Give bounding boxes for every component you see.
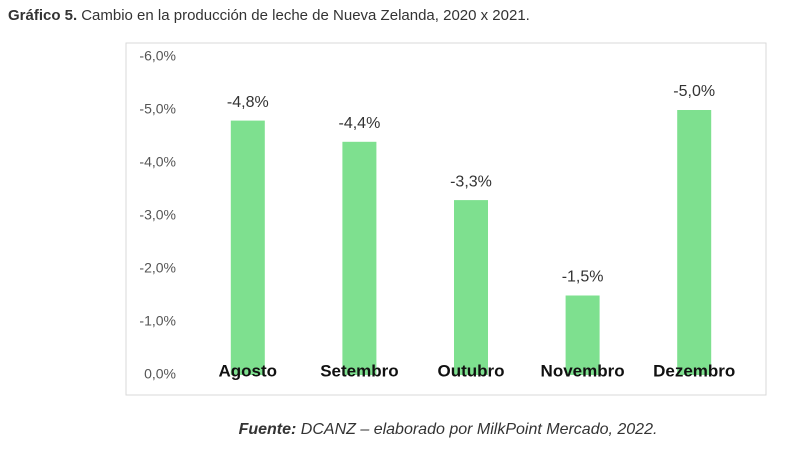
value-label: -4,4% bbox=[339, 115, 381, 132]
chart-frame bbox=[125, 42, 767, 396]
source-label: Fuente: bbox=[239, 421, 297, 438]
x-tick-label: Agosto bbox=[219, 361, 278, 380]
bar bbox=[677, 110, 712, 375]
value-label: -5,0% bbox=[673, 83, 715, 100]
bar bbox=[454, 200, 488, 375]
y-tick-label: 0,0% bbox=[144, 366, 176, 382]
x-tick-label: Setembro bbox=[320, 361, 398, 380]
title-text: Cambio en la producción de leche de Nuev… bbox=[81, 7, 530, 24]
x-tick-label: Novembro bbox=[541, 361, 625, 380]
bar bbox=[230, 120, 265, 375]
value-label: -4,8% bbox=[227, 94, 269, 111]
y-tick-label: -4,0% bbox=[139, 154, 176, 170]
chart-title: Gráfico 5. Cambio en la producción de lec… bbox=[8, 7, 530, 24]
x-tick-label: Outubro bbox=[437, 361, 504, 380]
title-label: Gráfico 5. bbox=[8, 7, 77, 24]
value-label: -1,5% bbox=[562, 269, 604, 286]
value-label: -3,3% bbox=[450, 173, 492, 190]
x-tick-label: Dezembro bbox=[653, 361, 735, 380]
y-tick-label: -5,0% bbox=[139, 101, 176, 117]
source: Fuente: DCANZ – elaborado por MilkPoint … bbox=[239, 421, 658, 438]
source-text: DCANZ – elaborado por MilkPoint Mercado,… bbox=[296, 421, 657, 438]
y-tick-label: -1,0% bbox=[139, 313, 176, 329]
y-tick-label: -2,0% bbox=[139, 260, 176, 276]
y-tick-label: -6,0% bbox=[139, 48, 176, 64]
bar bbox=[565, 295, 600, 375]
bar bbox=[342, 141, 377, 375]
y-tick-label: -3,0% bbox=[139, 207, 176, 223]
